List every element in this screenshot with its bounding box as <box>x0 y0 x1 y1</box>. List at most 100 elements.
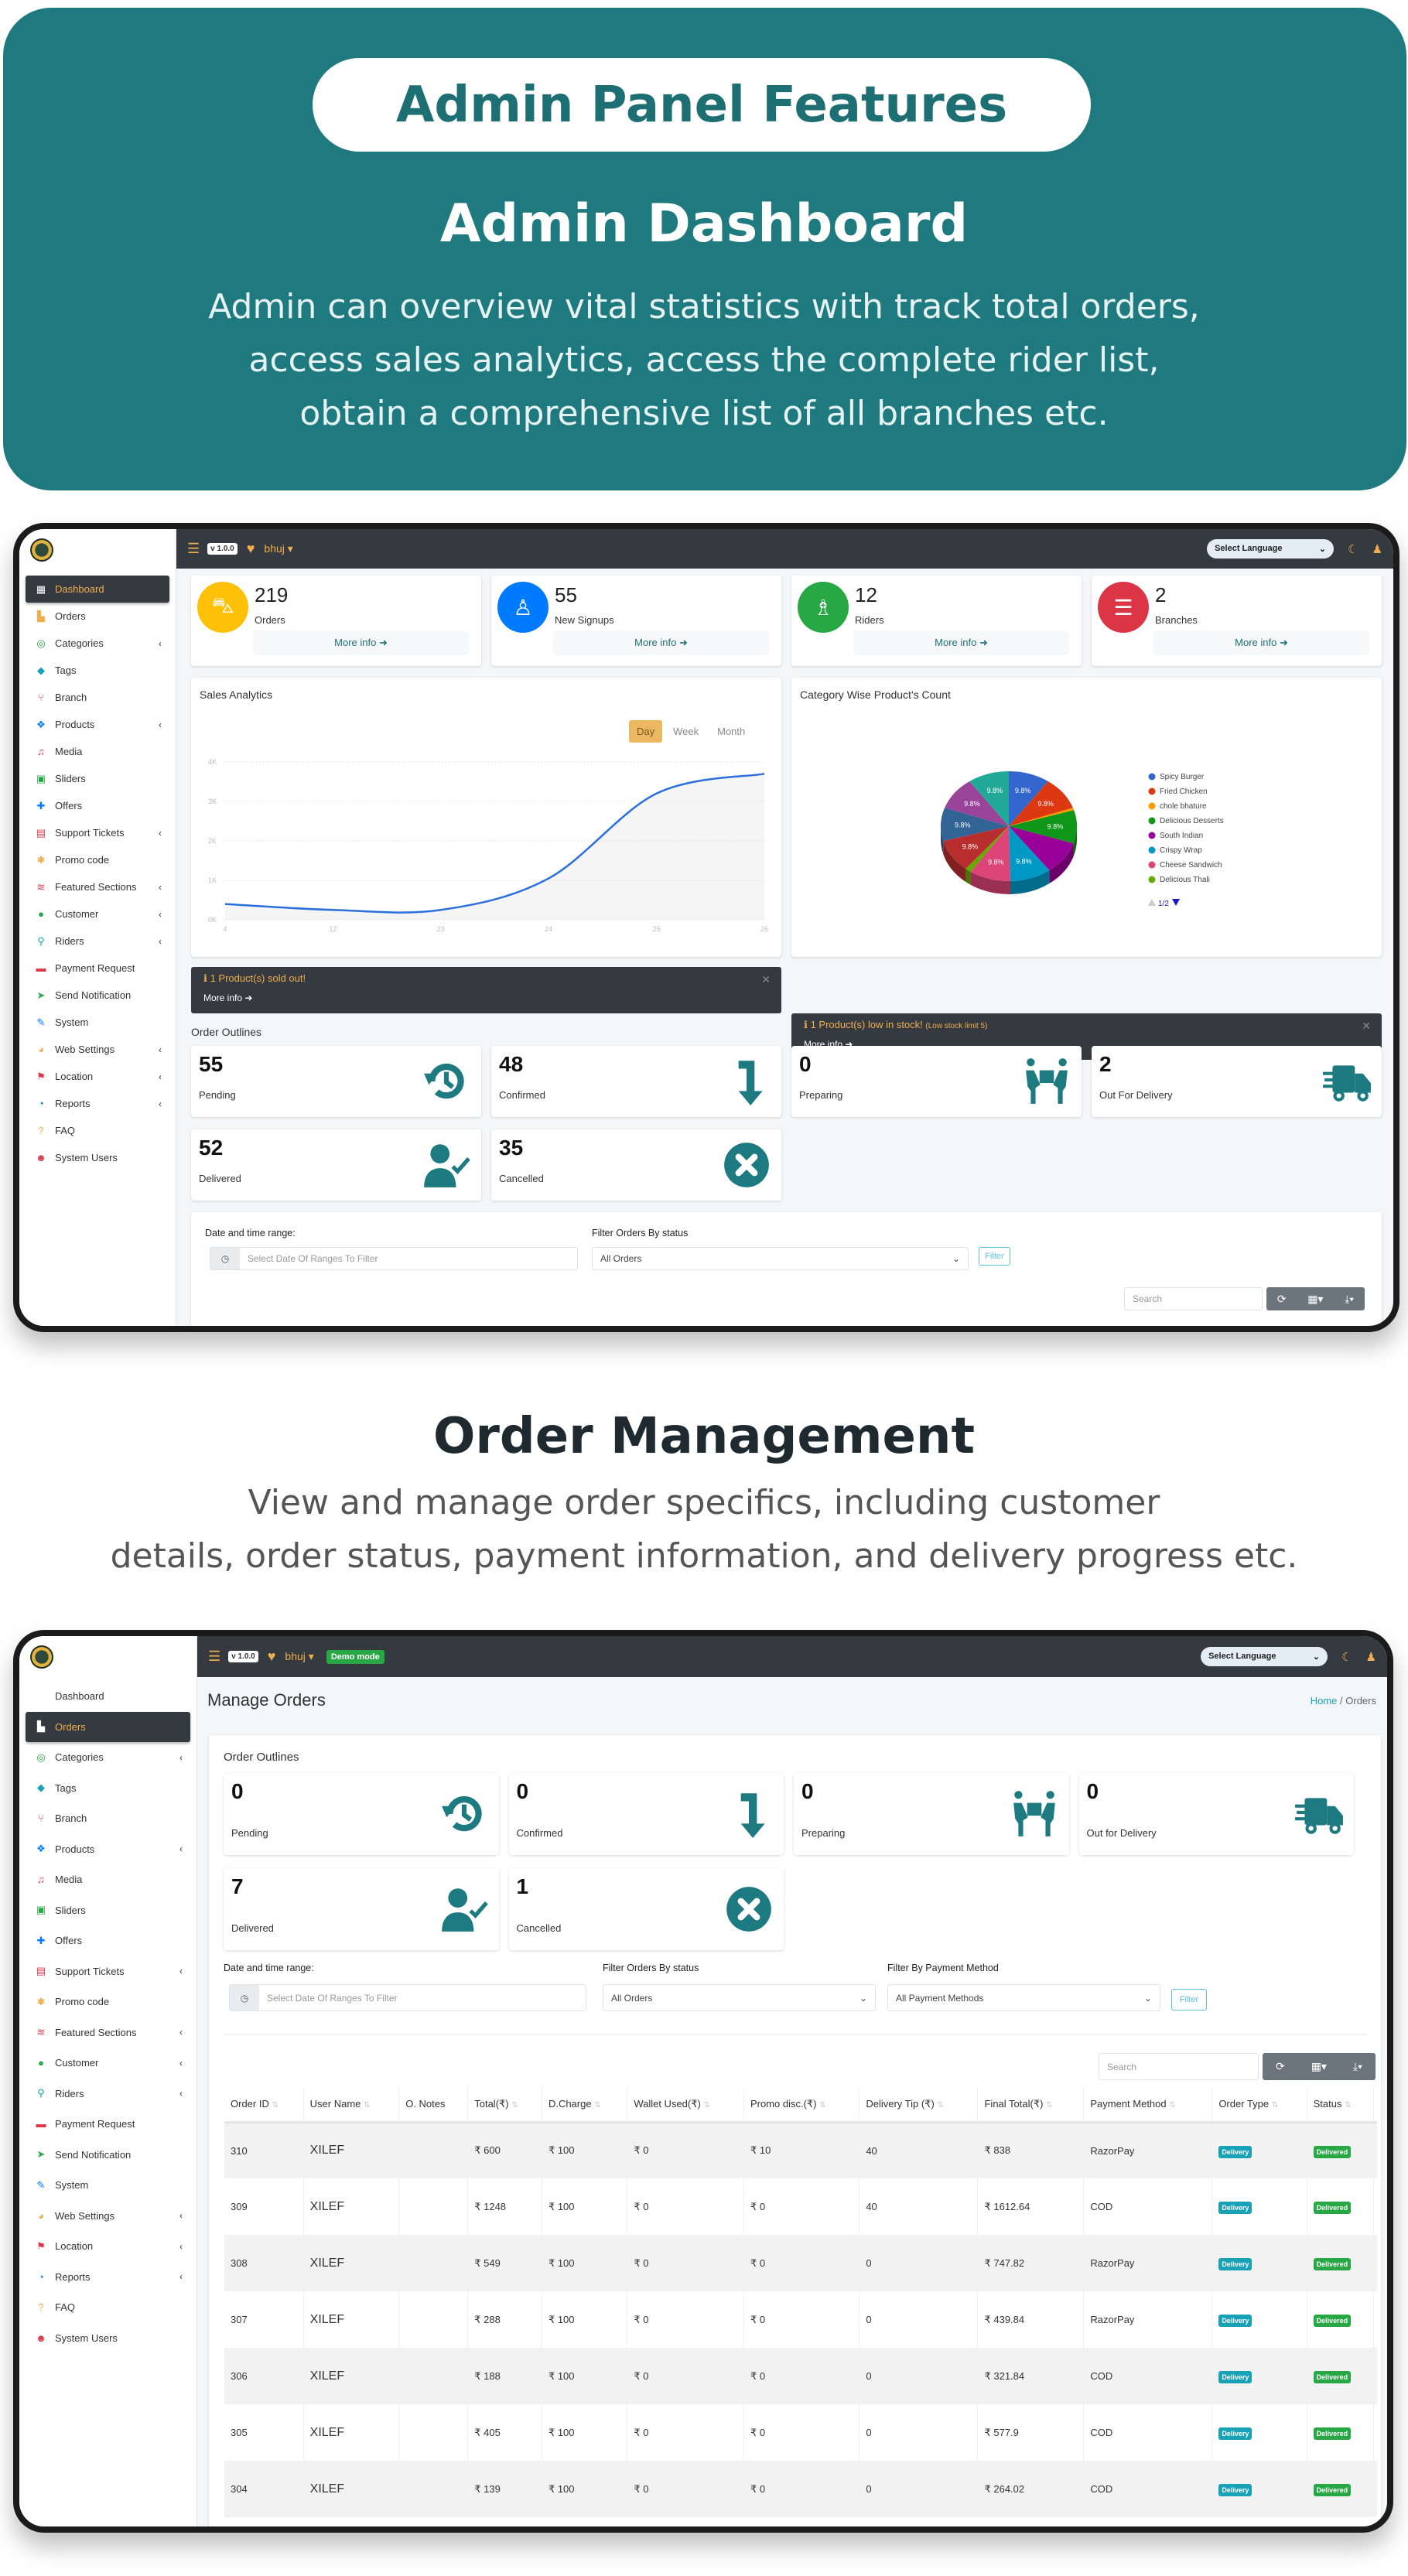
sidebar-item-orders[interactable]: ▙ Orders <box>26 603 169 630</box>
sidebar-item-system[interactable]: ✎ System <box>26 2170 190 2201</box>
sidebar-item-promo-code[interactable]: ✱ Promo code <box>26 1987 190 2017</box>
sidebar-item-categories[interactable]: ◎ Categories ‹ <box>26 630 169 657</box>
heartbeat-icon[interactable]: ♥ <box>246 541 255 556</box>
language-select[interactable]: Select Language ⌄ <box>1207 539 1335 559</box>
more-info-button[interactable]: More info ➜ <box>1153 630 1369 655</box>
columns-icon[interactable]: ▦▾ <box>1307 1292 1324 1305</box>
table-row[interactable]: 308 XILEF ₹ 549 ₹ 100 ₹ 0 ₹ 0 0 ₹ 747.82 RazorPa… <box>224 2235 1377 2291</box>
branch-selector[interactable]: bhuj ▾ <box>264 542 293 555</box>
more-info-button[interactable]: More info ➜ <box>853 630 1069 655</box>
table-row[interactable]: 309 XILEF ₹ 1248 ₹ 100 ₹ 0 ₹ 0 40 ₹ 1612.64 COD D… <box>224 2178 1377 2235</box>
tab-day[interactable]: Day <box>629 720 663 743</box>
close-icon[interactable]: ✕ <box>761 973 771 986</box>
sidebar-item-web-settings[interactable]: ◕ Web Settings ‹ <box>26 1036 169 1063</box>
sidebar-item-system[interactable]: ✎ System <box>26 1009 169 1036</box>
table-row[interactable]: 305 XILEF ₹ 405 ₹ 100 ₹ 0 ₹ 0 0 ₹ 577.9 COD Deliv… <box>224 2404 1377 2461</box>
column-header-d-charge[interactable]: D.Charge ⇅ <box>542 2087 628 2123</box>
status-select[interactable]: All Orders ⌄ <box>603 1984 876 2011</box>
sidebar-item-featured-sections[interactable]: ≋ Featured Sections ‹ <box>26 2017 190 2048</box>
sidebar-item-dashboard[interactable]: ▦ Dashboard <box>26 576 169 603</box>
payment-method-select[interactable]: All Payment Methods ⌄ <box>887 1984 1160 2011</box>
column-header-order-id[interactable]: Order ID ⇅ <box>224 2087 304 2123</box>
sidebar-item-location[interactable]: ⚑ Location ‹ <box>26 2231 190 2262</box>
sidebar-item-categories[interactable]: ◎ Categories ‹ <box>26 1742 190 1773</box>
column-header-promo-disc[interactable]: Promo disc.(₹) ⇅ <box>743 2087 860 2123</box>
export-icon[interactable]: ⤓▾ <box>1345 1292 1355 1305</box>
sidebar-item-products[interactable]: ❖ Products ‹ <box>26 1834 190 1865</box>
more-info-button[interactable]: More info ➜ <box>553 630 769 655</box>
close-icon[interactable]: ✕ <box>1362 1020 1371 1032</box>
column-header-c[interactable]: C <box>1373 2087 1377 2123</box>
more-info-link[interactable]: More info ➜ <box>203 992 253 1003</box>
sidebar-item-support-tickets[interactable]: ▤ Support Tickets ‹ <box>26 1956 190 1987</box>
sidebar-item-products[interactable]: ❖ Products ‹ <box>26 711 169 738</box>
sidebar-item-payment-request[interactable]: ▬ Payment Request <box>26 2109 190 2140</box>
dark-mode-moon-icon[interactable]: ☾ <box>1341 1650 1352 1664</box>
search-input[interactable]: Search <box>1099 2053 1259 2080</box>
breadcrumb-home[interactable]: Home <box>1310 1695 1338 1707</box>
table-row[interactable]: 304 XILEF ₹ 139 ₹ 100 ₹ 0 ₹ 0 0 ₹ 264.02 COD Deli… <box>224 2461 1377 2517</box>
sidebar-item-featured-sections[interactable]: ≋ Featured Sections ‹ <box>26 873 169 900</box>
tab-week[interactable]: Week <box>673 726 699 737</box>
sidebar-item-location[interactable]: ⚑ Location ‹ <box>26 1063 169 1090</box>
column-header-user-name[interactable]: User Name ⇅ <box>303 2087 400 2123</box>
sidebar-item-web-settings[interactable]: ◕ Web Settings ‹ <box>26 2201 190 2232</box>
table-row[interactable]: 310 XILEF ₹ 600 ₹ 100 ₹ 0 ₹ 10 40 ₹ 838 RazorPay… <box>224 2122 1377 2178</box>
sidebar-item-tags[interactable]: ◆ Tags <box>26 1773 190 1804</box>
sidebar-item-reports[interactable]: ◔ Reports ‹ <box>26 2262 190 2293</box>
sidebar-item-sliders[interactable]: ▣ Sliders <box>26 765 169 792</box>
branch-selector[interactable]: bhuj ▾ <box>285 1650 314 1662</box>
sidebar-item-customer[interactable]: ● Customer ‹ <box>26 900 169 928</box>
table-row[interactable]: 307 XILEF ₹ 288 ₹ 100 ₹ 0 ₹ 0 0 ₹ 439.84 RazorPa… <box>224 2291 1377 2348</box>
sidebar-item-reports[interactable]: ◔ Reports ‹ <box>26 1090 169 1117</box>
filter-button[interactable]: Filter <box>1171 1989 1207 2011</box>
sidebar-item-customer[interactable]: ● Customer ‹ <box>26 2048 190 2079</box>
sidebar-item-offers[interactable]: ✚ Offers <box>26 792 169 819</box>
column-header-payment-method[interactable]: Payment Method ⇅ <box>1083 2087 1213 2123</box>
sidebar-item-system-users[interactable]: ☻ System Users <box>26 2323 190 2354</box>
status-select[interactable]: All Orders ⌄ <box>592 1247 969 1270</box>
sidebar-item-media[interactable]: ♫ Media <box>26 1864 190 1895</box>
sidebar-item-branch[interactable]: ⑂ Branch <box>26 1803 190 1834</box>
refresh-icon[interactable]: ⟳ <box>1276 1292 1287 1305</box>
heartbeat-icon[interactable]: ♥ <box>267 1648 276 1664</box>
sidebar-item-branch[interactable]: ⑂ Branch <box>26 684 169 711</box>
sidebar-item-faq[interactable]: ? FAQ <box>26 2292 190 2323</box>
column-header-total[interactable]: Total(₹) ⇅ <box>467 2087 542 2123</box>
sidebar-item-orders[interactable]: ▙ Orders <box>26 1711 190 1742</box>
tab-month[interactable]: Month <box>717 726 746 737</box>
sidebar-item-send-notification[interactable]: ➤ Send Notification <box>26 2140 190 2171</box>
sidebar-item-send-notification[interactable]: ➤ Send Notification <box>26 982 169 1009</box>
sidebar-item-riders[interactable]: ⚲ Riders ‹ <box>26 928 169 955</box>
filter-button[interactable]: Filter <box>979 1247 1010 1266</box>
column-header-o-notes[interactable]: O. Notes <box>398 2087 469 2123</box>
table-row[interactable]: 306 XILEF ₹ 188 ₹ 100 ₹ 0 ₹ 0 0 ₹ 321.84 COD Deli… <box>224 2348 1377 2404</box>
column-header-wallet-used[interactable]: Wallet Used(₹) ⇅ <box>627 2087 744 2123</box>
search-input[interactable]: Search <box>1124 1287 1263 1310</box>
columns-icon[interactable]: ▦▾ <box>1311 2060 1327 2072</box>
sidebar-item-promo-code[interactable]: ✱ Promo code <box>26 846 169 873</box>
export-icon[interactable]: ⤓▾ <box>1352 2060 1362 2072</box>
language-select[interactable]: Select Language ⌄ <box>1201 1647 1328 1666</box>
sidebar-item-media[interactable]: ♫ Media <box>26 738 169 765</box>
menu-toggle-icon[interactable]: ☰ <box>208 1648 221 1664</box>
user-icon[interactable]: ♟ <box>1372 542 1382 556</box>
sidebar-item-sliders[interactable]: ▣ Sliders <box>26 1895 190 1926</box>
more-info-button[interactable]: More info ➜ <box>253 630 469 655</box>
column-header-delivery-tip[interactable]: Delivery Tip (₹) ⇅ <box>859 2087 979 2123</box>
column-header-status[interactable]: Status ⇅ <box>1307 2087 1374 2123</box>
column-header-final-total[interactable]: Final Total(₹) ⇅ <box>977 2087 1085 2123</box>
sidebar-item-riders[interactable]: ⚲ Riders ‹ <box>26 2079 190 2110</box>
sidebar-item-offers[interactable]: ✚ Offers <box>26 1925 190 1956</box>
menu-toggle-icon[interactable]: ☰ <box>187 541 200 556</box>
dark-mode-moon-icon[interactable]: ☾ <box>1348 542 1358 556</box>
date-range-input[interactable]: ◷ Select Date Of Ranges To Filter <box>210 1247 578 1270</box>
sidebar-item-faq[interactable]: ? FAQ <box>26 1117 169 1144</box>
refresh-icon[interactable]: ⟳ <box>1275 2060 1285 2072</box>
sidebar-item-dashboard[interactable]: ▦ Dashboard <box>26 1681 190 1712</box>
sidebar-item-payment-request[interactable]: ▬ Payment Request <box>26 955 169 982</box>
sidebar-item-system-users[interactable]: ☻ System Users <box>26 1144 169 1171</box>
sidebar-item-support-tickets[interactable]: ▤ Support Tickets ‹ <box>26 819 169 846</box>
sidebar-item-tags[interactable]: ◆ Tags <box>26 657 169 684</box>
user-icon[interactable]: ♟ <box>1365 1650 1376 1664</box>
